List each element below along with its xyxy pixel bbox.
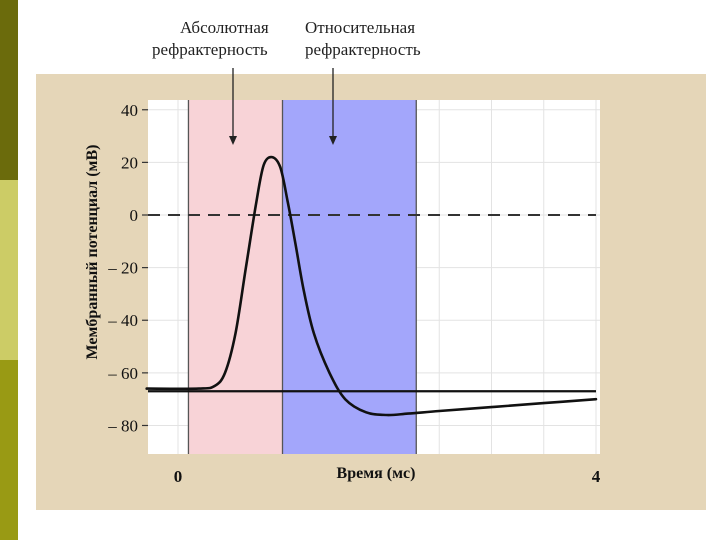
y-tick-label: – 60 (107, 364, 138, 383)
annotation-arrows (229, 68, 337, 145)
relative-refractory-label-line2: рефрактерность (305, 40, 421, 59)
absolute-refractory-label-line1: Абсолютная (180, 18, 269, 37)
y-tick-label: – 40 (107, 311, 138, 330)
x-tick-label-start: 0 (174, 467, 183, 486)
sidebar-stripe-top (0, 0, 18, 180)
y-tick-label: – 20 (107, 259, 138, 278)
annotation-arrow (229, 68, 237, 145)
sidebar-stripe-bottom (0, 360, 18, 540)
y-tick-label: 20 (121, 153, 138, 172)
y-tick-labels: 40 20 0 – 20 – 40 – 60 – 80 (107, 101, 138, 436)
absolute-refractory-label-line2: рефрактерность (152, 40, 268, 59)
relative-refractory-band (282, 100, 417, 454)
y-tick-marks (142, 109, 148, 427)
y-tick-label: – 80 (107, 416, 138, 435)
y-tick-label: 0 (130, 206, 139, 225)
annotation-arrow (329, 68, 337, 145)
absolute-refractory-band (188, 100, 283, 454)
sidebar-stripe-middle (0, 180, 18, 360)
x-axis-title: Время (мс) (337, 465, 416, 482)
x-tick-label-end: 4 (592, 467, 601, 486)
relative-refractory-label-line1: Относительная (305, 18, 416, 37)
relative-refractory-label: Относительная рефрактерность (305, 17, 421, 61)
band-boundaries (187, 100, 417, 454)
y-tick-label: 40 (121, 101, 138, 120)
y-axis-title: Мембранный потенциал (мВ) (84, 145, 101, 360)
action-potential-curve (145, 155, 598, 417)
absolute-refractory-label: Абсолютная рефрактерность (152, 17, 269, 61)
